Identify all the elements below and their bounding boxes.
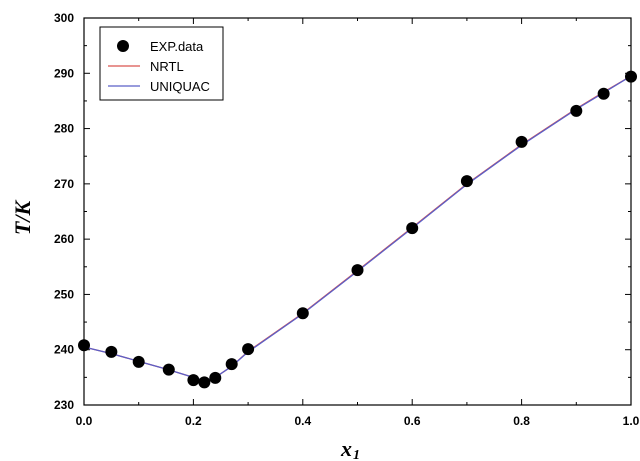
x-tick-label: 0.0 [76,414,93,428]
data-point [597,87,610,100]
x-axis-title-subscript: 1 [353,448,360,461]
x-tick-label: 0.2 [185,414,202,428]
x-tick-label: 1.0 [623,414,640,428]
y-axis-title: T/K [10,200,35,236]
legend-label-expdata: EXP.data [150,39,204,54]
legend: EXP.data NRTL UNIQUAC [99,26,224,101]
legend-marker-expdata [117,40,129,52]
data-point [296,307,309,320]
x-axis-title: x [340,436,352,461]
y-tick-label: 270 [54,177,74,191]
legend-label-nrtl: NRTL [150,59,184,74]
legend-label-uniquac: UNIQUAC [150,79,210,94]
x-tick-label: 0.8 [513,414,530,428]
x-tick-label: 0.4 [294,414,311,428]
data-point [198,376,211,389]
y-tick-label: 230 [54,398,74,412]
data-point [570,104,583,117]
data-point [187,374,200,387]
x-tick-label: 0.6 [404,414,421,428]
y-tick-label: 250 [54,287,74,301]
data-point [209,371,222,384]
data-point [242,343,255,356]
plot-frame [83,17,632,406]
y-tick-label: 290 [54,66,74,80]
y-tick-label: 240 [54,343,74,357]
series-line-uniquac [83,75,632,382]
data-point [225,358,238,371]
data-point [162,363,175,376]
y-tick-label: 260 [54,232,74,246]
series-layer [78,70,637,389]
legend-box [99,26,224,101]
series-line-nrtl [83,75,632,382]
data-point [132,355,145,368]
data-point [406,222,419,235]
data-point [460,175,473,188]
y-tick-label: 280 [54,122,74,136]
data-point [105,345,118,358]
data-point [515,135,528,148]
y-tick-label: 300 [54,11,74,25]
data-point [351,264,364,277]
axis-ticks: 230 240 250 260 270 280 290 300 0.0 0.2 0.4 0.6 0.8 1… [54,11,640,428]
